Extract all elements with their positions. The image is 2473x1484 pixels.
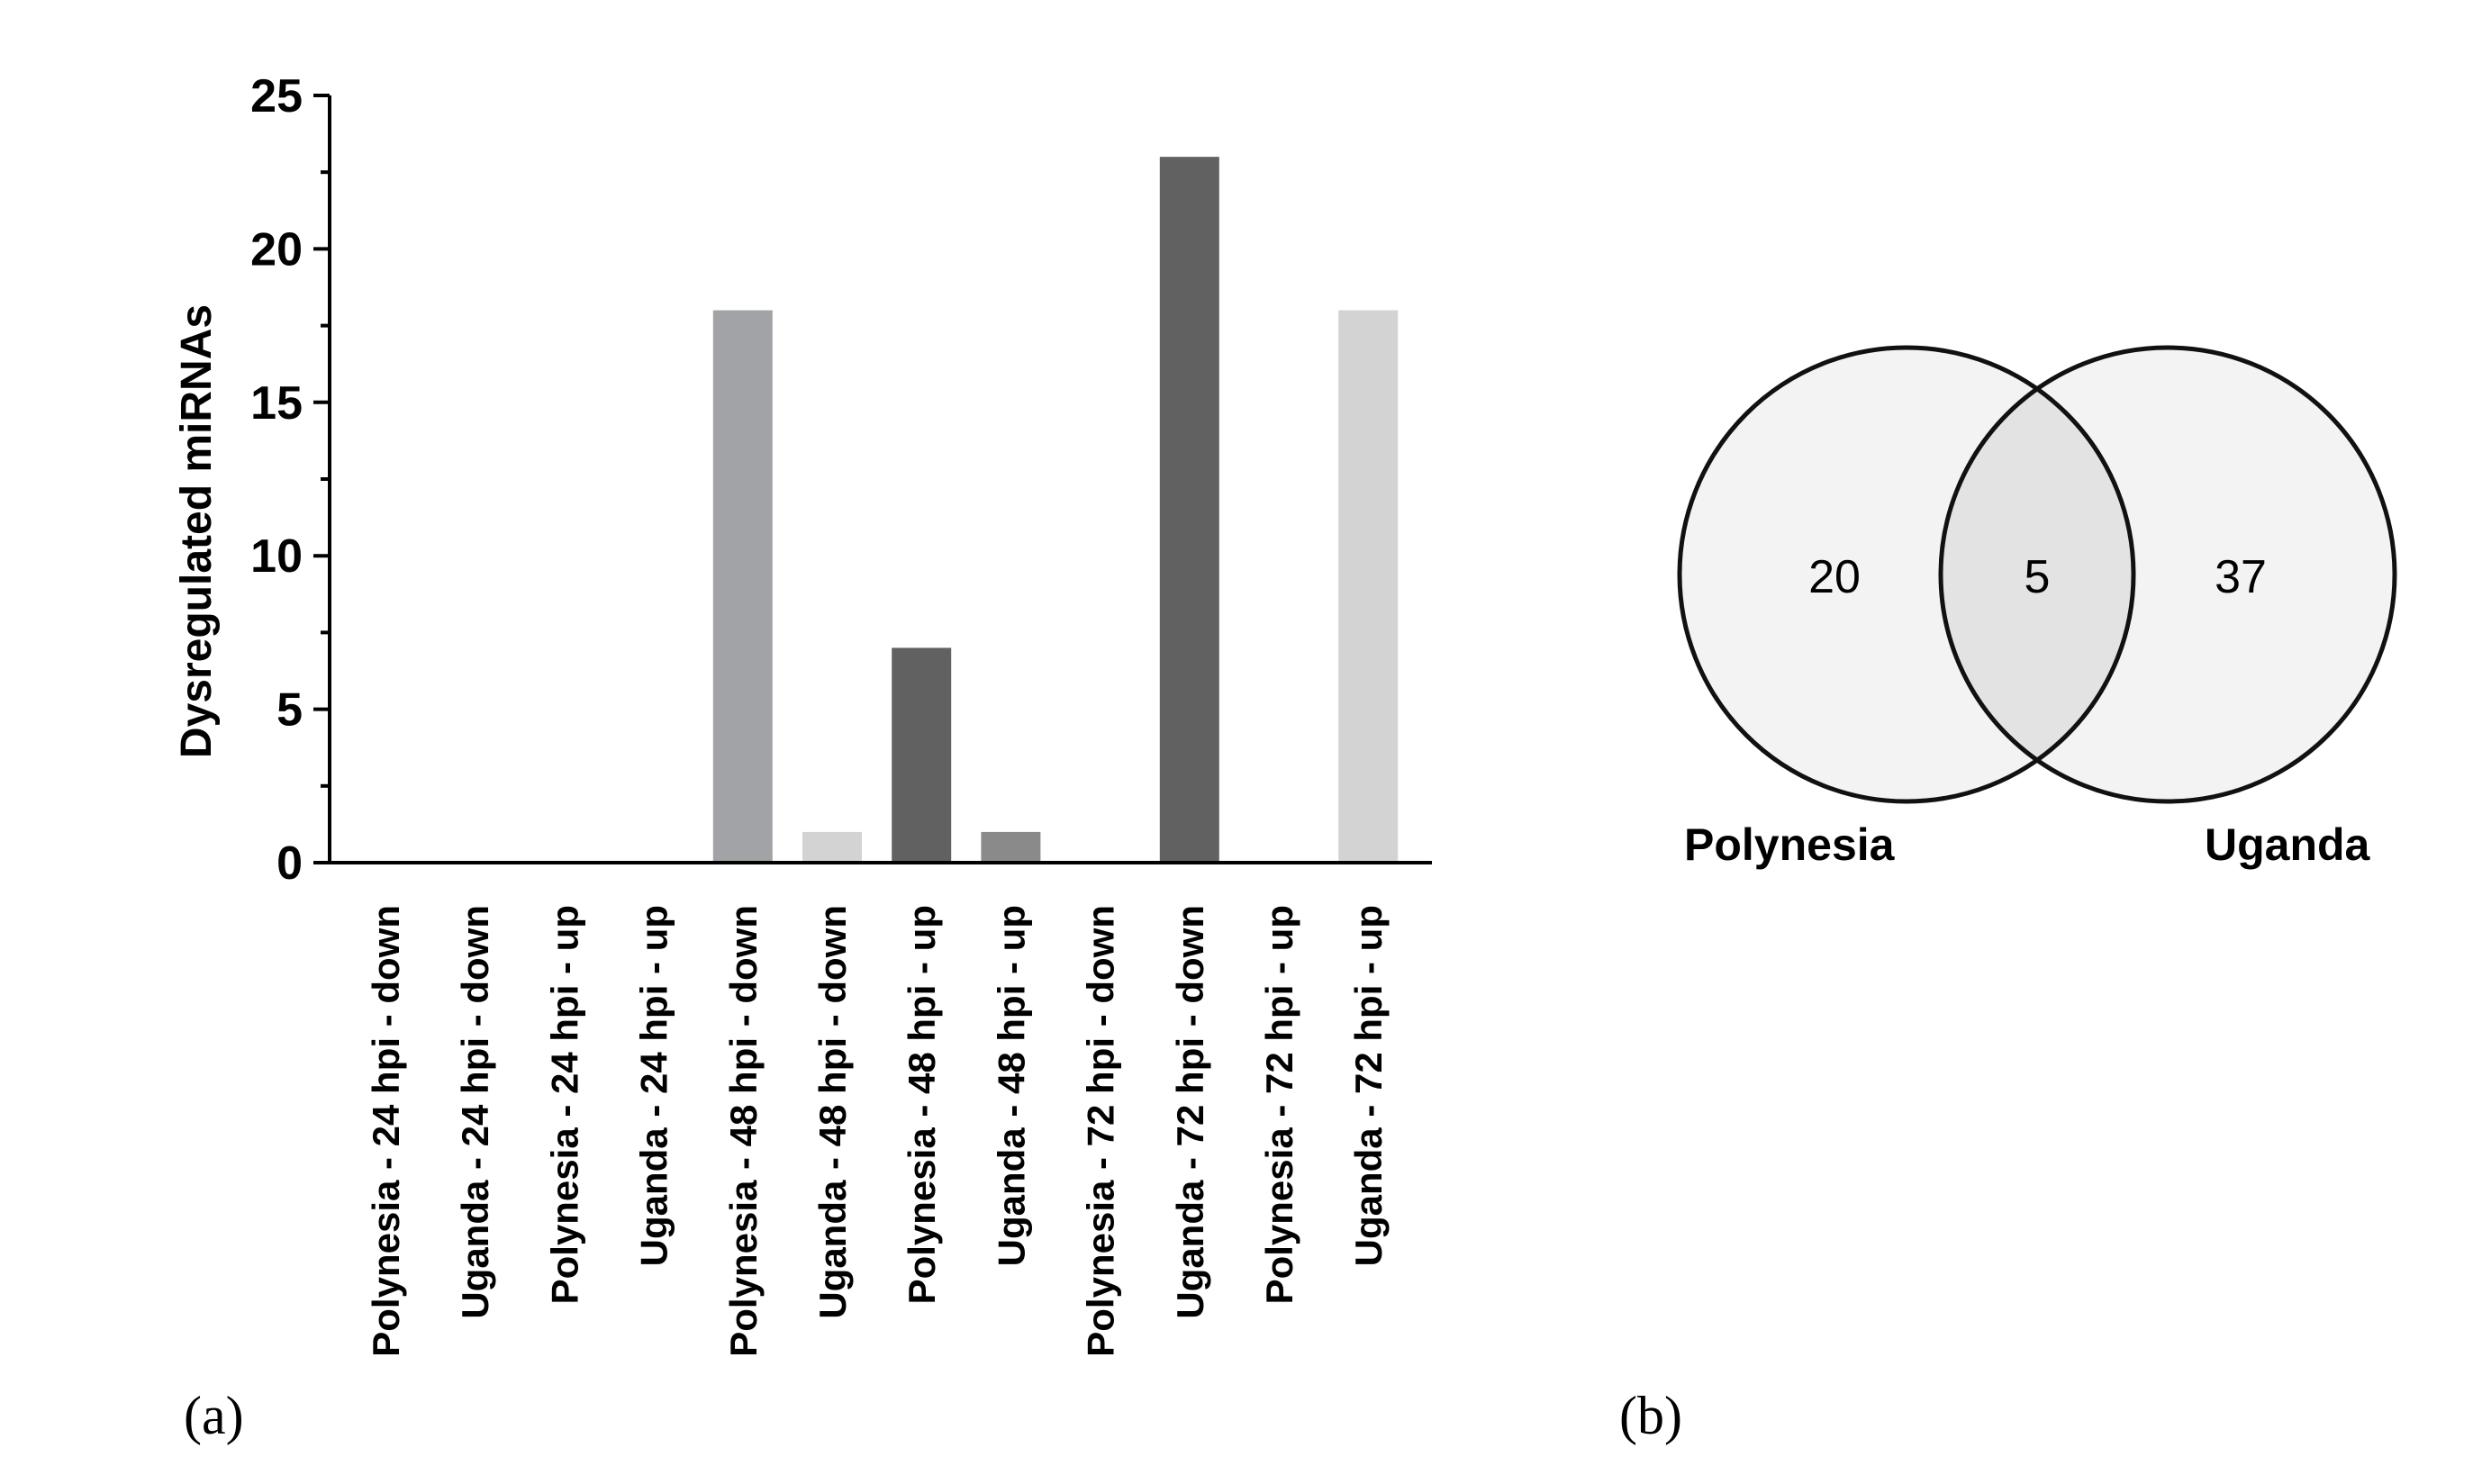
bar-8 <box>981 831 1041 863</box>
venn-circle-polynesia-outline <box>1677 345 2136 804</box>
venn-count-intersection: 5 <box>2025 551 2051 603</box>
venn-set-label-uganda: Uganda <box>2205 819 2371 870</box>
x-category-label: Polynesia - 72 hpi - up <box>1258 905 1300 1304</box>
x-tick-labels: Polynesia - 24 hpi - down Uganda - 24 hpi… <box>365 905 1390 1357</box>
panel-a-label: (a) <box>184 1386 244 1445</box>
venn-intersection <box>1941 348 2133 801</box>
bar-10 <box>1159 157 1219 863</box>
y-tick-label: 20 <box>250 223 303 276</box>
bars-group <box>712 157 1399 863</box>
venn-diagram: 20 5 37 Polynesia Uganda <box>1677 345 2397 870</box>
x-category-label: Polynesia - 24 hpi - up <box>543 905 585 1304</box>
y-tick-label: 5 <box>276 684 303 737</box>
y-tick-label: 10 <box>250 530 303 583</box>
y-tick-label: 0 <box>276 837 303 890</box>
x-category-label: Polynesia - 24 hpi - down <box>365 905 407 1357</box>
bar-chart: 0 5 10 15 20 25 Polynesia - 24 hpi - down Ugan… <box>173 70 1432 1357</box>
x-category-label: Uganda - 48 hpi - down <box>811 905 854 1319</box>
x-category-label: Uganda - 24 hpi - down <box>454 905 496 1319</box>
x-category-label: Uganda - 24 hpi - up <box>633 905 675 1266</box>
y-tick-label: 25 <box>250 70 303 122</box>
y-axis: 0 5 10 15 20 25 <box>250 70 331 890</box>
venn-count-uganda-only: 37 <box>2215 551 2267 603</box>
x-category-label: Uganda - 72 hpi - up <box>1347 905 1390 1266</box>
x-category-label: Polynesia - 48 hpi - up <box>901 905 943 1304</box>
y-axis-title: Dysregulated miRNAs <box>173 304 221 758</box>
y-tick-label: 15 <box>250 377 303 430</box>
y-ticks: 0 5 10 15 20 25 <box>250 70 330 890</box>
bar-7 <box>892 647 952 863</box>
venn-count-polynesia-only: 20 <box>1808 551 1861 603</box>
venn-circle-uganda-outline <box>1938 345 2397 804</box>
bar-12 <box>1338 310 1399 863</box>
bar-5 <box>712 310 773 863</box>
x-category-label: Uganda - 48 hpi - up <box>990 905 1032 1266</box>
x-category-label: Polynesia - 72 hpi - down <box>1080 905 1122 1357</box>
x-category-label: Polynesia - 48 hpi - down <box>722 905 765 1357</box>
venn-set-label-polynesia: Polynesia <box>1684 819 1896 870</box>
bar-6 <box>802 831 862 863</box>
panel-b-label: (b) <box>1619 1386 1682 1445</box>
x-category-label: Uganda - 72 hpi - down <box>1169 905 1211 1319</box>
